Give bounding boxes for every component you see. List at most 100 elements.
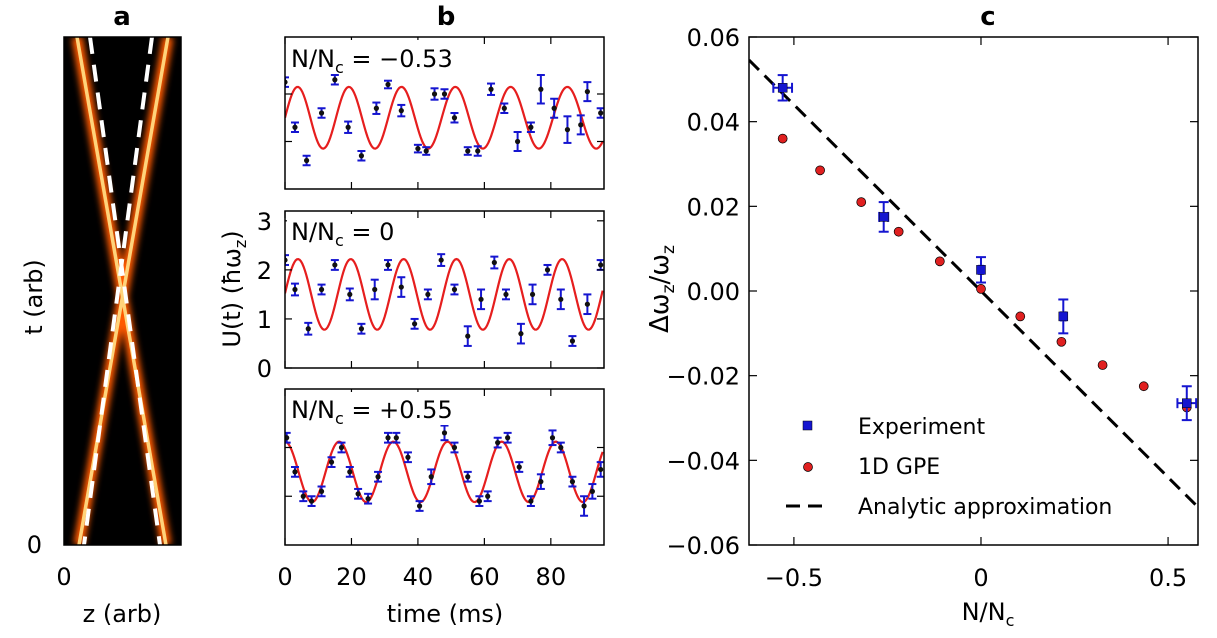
panel-a-xtick-0: 0 [56, 563, 71, 591]
data-point [307, 495, 316, 507]
point-marker [451, 115, 458, 121]
annotation-pos: N/Nc = +0.55 [291, 396, 453, 428]
point-marker [308, 498, 315, 504]
analytic-dashed-left [88, 37, 162, 545]
point-marker [516, 464, 522, 470]
panel-a-ytick-0: 0 [27, 531, 42, 559]
data-point [410, 317, 419, 330]
data-point [493, 436, 502, 449]
panel-c-xtick-label: 0.5 [1149, 564, 1187, 592]
point-marker [505, 435, 511, 441]
point-marker [598, 262, 604, 268]
point-marker [385, 435, 391, 441]
data-point [423, 288, 432, 301]
annotation-zero: N/Nc = 0 [291, 218, 394, 250]
panel-b-frame-2 [284, 210, 605, 369]
gpe-point [856, 197, 867, 207]
panel-c-xlabel: N/Nc [962, 598, 1015, 630]
data-point [568, 335, 577, 347]
data-point [422, 146, 431, 156]
point-marker [441, 430, 448, 436]
data-point [299, 490, 308, 503]
point-marker [515, 138, 521, 145]
data-point [596, 107, 604, 119]
point-marker [558, 444, 564, 451]
experiment-point [772, 74, 794, 102]
data-point [550, 97, 559, 119]
data-point [516, 322, 525, 345]
data-point [568, 475, 577, 488]
analytic-dashed-right [82, 37, 154, 545]
point-marker [328, 459, 335, 465]
data-point [463, 325, 472, 347]
panel-c-legend: Experiment 1D GPE Analytic approximation [786, 415, 1112, 520]
point-marker [465, 148, 471, 154]
point-marker [549, 435, 556, 441]
data-point [345, 287, 354, 302]
point-marker [365, 496, 371, 502]
data-point [556, 288, 565, 311]
panel-c-ylabel: Δωz/ωz [645, 245, 679, 333]
data-point [528, 283, 537, 306]
point-marker [529, 291, 536, 298]
panel-b-ylabel: U(t) (ħωz) [218, 230, 250, 347]
point-marker [393, 435, 399, 441]
data-point [548, 429, 557, 447]
point-marker [451, 286, 458, 293]
data-point [327, 456, 336, 468]
panel-b-frame-3 [284, 388, 605, 546]
data-point [317, 283, 326, 296]
legend-label-experiment: Experiment [858, 415, 985, 440]
data-point [427, 468, 436, 486]
point-marker [544, 267, 551, 273]
data-point [515, 461, 524, 473]
data-point [317, 107, 326, 119]
point-marker [345, 124, 351, 130]
data-point [302, 154, 311, 167]
data-point [440, 424, 449, 442]
data-point [450, 283, 459, 296]
data-point [576, 114, 585, 136]
experiment-point [975, 256, 986, 284]
point-marker [584, 89, 590, 95]
data-point [556, 441, 565, 454]
point-marker [589, 488, 595, 494]
data-point [583, 293, 592, 316]
data-point [384, 431, 393, 444]
data-point [403, 451, 412, 464]
gpe-point [893, 226, 904, 237]
point-marker [372, 286, 378, 293]
gpe-point [777, 133, 788, 144]
point-marker [347, 291, 353, 298]
panel-a-ylabel: t (arb) [20, 259, 48, 335]
legend-label-analytic: Analytic approximation [858, 495, 1112, 520]
data-point [330, 74, 339, 86]
panel-b-xlabel: time (ms) [387, 600, 503, 628]
panel-c-ytick-label: −0.02 [666, 363, 740, 391]
point-marker [300, 493, 306, 499]
data-point [543, 263, 552, 276]
point-marker [495, 440, 501, 446]
panel-a-frame [63, 36, 182, 546]
panel-b-subplot-zero [285, 253, 604, 347]
data-point [513, 131, 522, 152]
point-marker [488, 86, 494, 92]
panel-b-ytick-label: 0 [257, 355, 272, 383]
data-point [490, 255, 499, 270]
data-point [397, 103, 406, 118]
gpe-point [1056, 336, 1067, 347]
data-point [364, 492, 373, 505]
gpe-point [1015, 311, 1026, 322]
data-point [337, 441, 346, 454]
panel-c: −0.5 0 0.50.060.040.020.00−0.02−0.04−0.06 … [645, 24, 1199, 630]
data-point [370, 278, 379, 301]
point-marker [528, 498, 534, 504]
data-point [526, 121, 535, 133]
data-point [487, 82, 496, 96]
experiment-points [772, 74, 1198, 422]
data-point [563, 115, 572, 144]
data-point [413, 143, 422, 154]
data-point [536, 473, 545, 490]
gpe-point [1097, 360, 1108, 370]
annotation-bg-1 [287, 40, 477, 74]
